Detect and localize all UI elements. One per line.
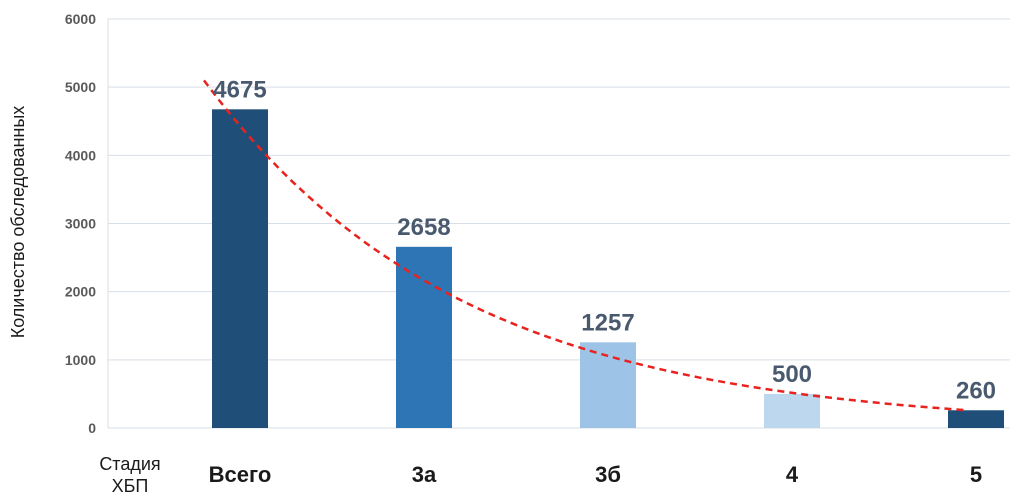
bar	[212, 109, 268, 428]
bar	[580, 342, 636, 428]
value-labels: 4675 2658 1257 500 260	[213, 76, 996, 404]
category-labels: Всего 3а 3б 4 5	[209, 462, 982, 487]
x-axis-title-line-2: ХБП	[112, 476, 149, 496]
y-tick-label: 3000	[65, 216, 96, 232]
y-tick-label: 6000	[65, 11, 96, 27]
y-tick-label: 1000	[65, 352, 96, 368]
trendline-path	[203, 79, 969, 412]
y-tick-labels: 0 1000 2000 3000 4000 5000 6000	[65, 11, 96, 436]
bar	[396, 246, 452, 428]
category-label: 3б	[595, 462, 621, 487]
value-label: 2658	[397, 214, 450, 241]
value-label: 4675	[213, 76, 266, 103]
y-tick-label: 5000	[65, 79, 96, 95]
y-axis-title: Количество обследованных	[8, 106, 28, 339]
value-label: 500	[772, 361, 812, 388]
category-label: Всего	[209, 462, 272, 487]
bar	[948, 410, 1004, 428]
value-label: 1257	[581, 309, 634, 336]
value-label: 260	[956, 377, 996, 404]
y-tick-label: 4000	[65, 147, 96, 163]
trendline	[203, 79, 969, 412]
category-label: 3а	[412, 462, 437, 487]
y-tick-label: 2000	[65, 284, 96, 300]
bar	[764, 393, 820, 428]
bars	[212, 109, 1004, 428]
y-tick-label: 0	[88, 420, 96, 436]
category-label: 5	[970, 462, 982, 487]
x-axis-title-line-1: Стадия	[99, 454, 160, 474]
category-label: 4	[786, 462, 799, 487]
